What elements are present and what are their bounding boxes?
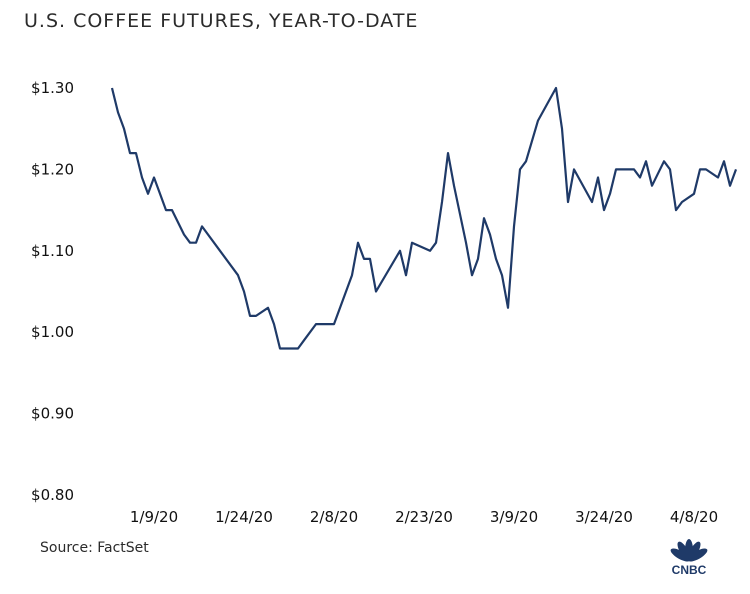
cnbc-logo: CNBC [654,530,724,580]
peacock-icon: CNBC [670,539,708,577]
y-tick-label: $1.10 [31,242,74,260]
y-tick-label: $0.80 [31,486,74,504]
y-tick-label: $0.90 [31,405,74,423]
x-tick-label: 4/8/20 [670,508,718,526]
x-tick-label: 3/9/20 [490,508,538,526]
chart-title: U.S. COFFEE FUTURES, YEAR-TO-DATE [24,10,419,32]
x-tick-label: 3/24/20 [575,508,633,526]
x-tick-label: 2/23/20 [395,508,453,526]
y-tick-label: $1.20 [31,160,74,178]
y-tick-label: $1.30 [31,79,74,97]
svg-text:CNBC: CNBC [672,563,707,576]
x-tick-label: 1/9/20 [130,508,178,526]
source-note: Source: FactSet [40,540,149,556]
price-line [110,86,738,350]
y-tick-label: $1.00 [31,323,74,341]
x-tick-label: 1/24/20 [215,508,273,526]
x-tick-label: 2/8/20 [310,508,358,526]
